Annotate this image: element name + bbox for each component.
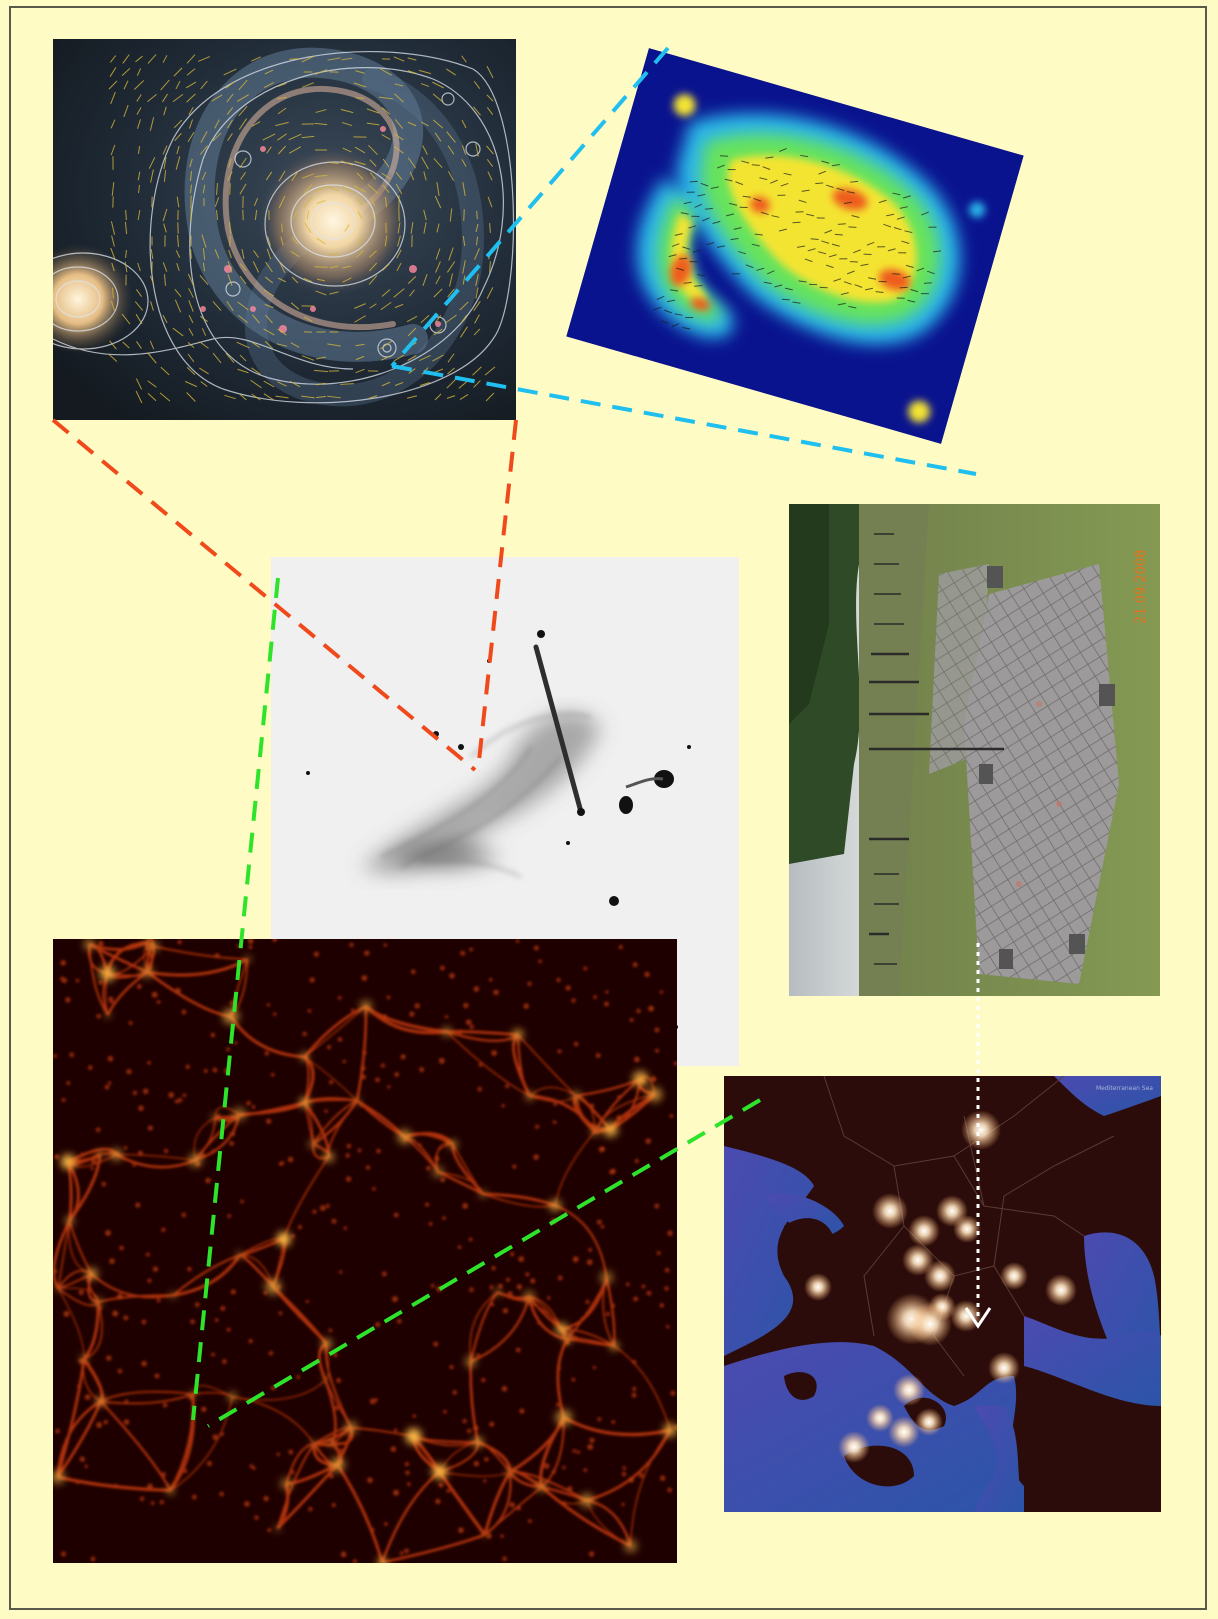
spiral-galaxy-image [53, 39, 516, 420]
photo-date-stamp: 21.09.2008 [1134, 550, 1149, 624]
page-border [9, 6, 1207, 1610]
cosmic-web-simulation [53, 939, 677, 1563]
antenna-field-photo: 21.09.2008 [789, 504, 1160, 996]
europe-night-map: Mediterranean Sea [724, 1076, 1161, 1512]
svg-text:Mediterranean Sea: Mediterranean Sea [1096, 1085, 1153, 1092]
